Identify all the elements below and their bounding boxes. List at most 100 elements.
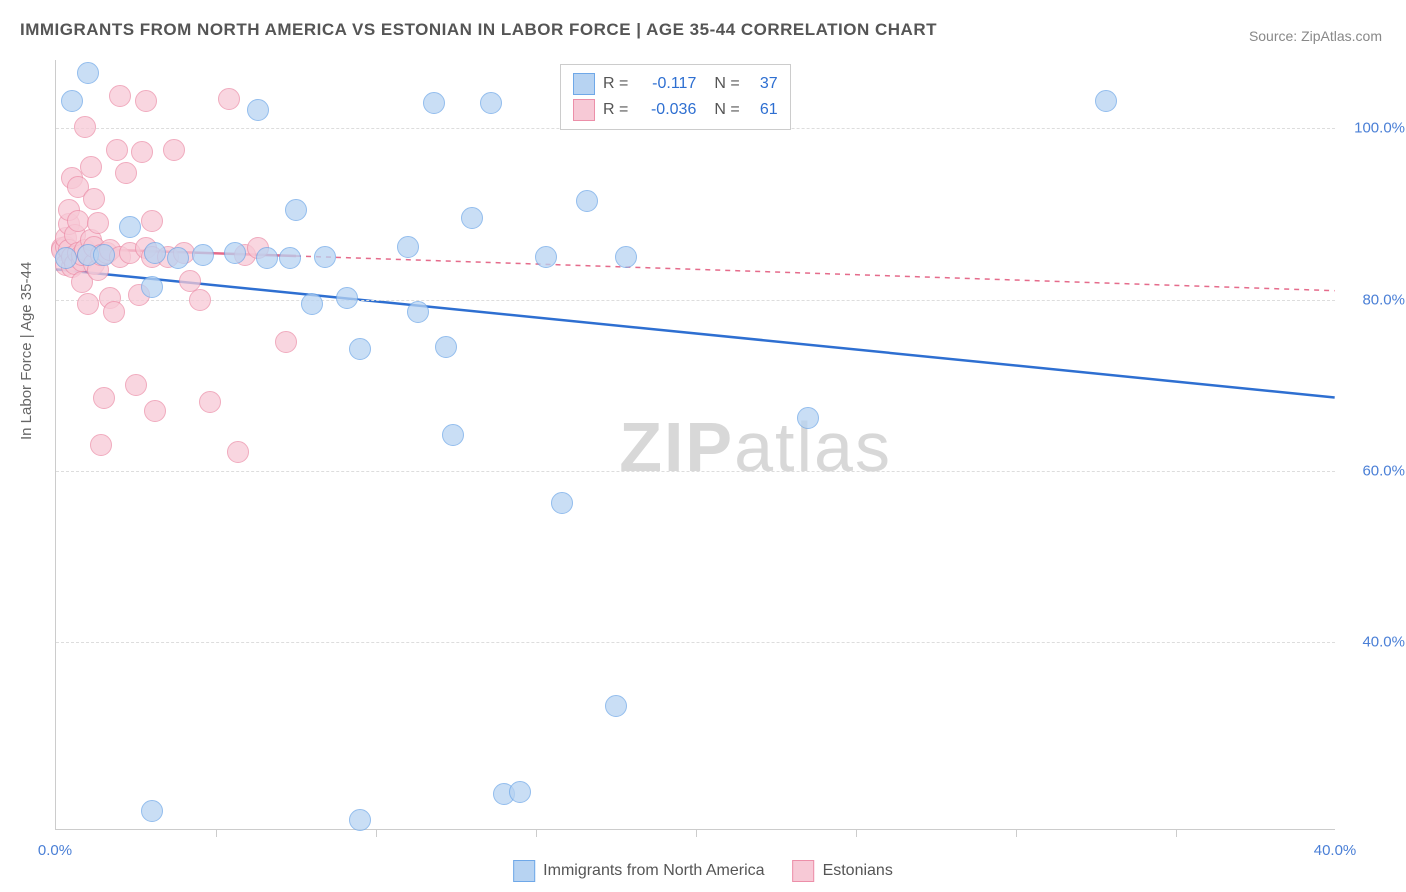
stats-box: R = -0.117 N = 37 R = -0.036 N = 61 xyxy=(560,64,791,130)
scatter-point xyxy=(144,400,166,422)
grid-line xyxy=(56,642,1335,643)
scatter-point xyxy=(87,212,109,234)
scatter-point xyxy=(247,99,269,121)
scatter-point xyxy=(77,293,99,315)
y-axis-label: In Labor Force | Age 35-44 xyxy=(18,262,35,440)
scatter-point xyxy=(227,441,249,463)
x-tick xyxy=(216,829,217,837)
scatter-point xyxy=(109,85,131,107)
scatter-point xyxy=(141,210,163,232)
scatter-point xyxy=(74,116,96,138)
x-tick xyxy=(376,829,377,837)
stats-swatch xyxy=(573,73,595,95)
stats-r-value: -0.036 xyxy=(636,101,696,119)
x-tick xyxy=(1176,829,1177,837)
scatter-point xyxy=(83,188,105,210)
scatter-point xyxy=(119,216,141,238)
x-tick xyxy=(536,829,537,837)
source-label: Source: ZipAtlas.com xyxy=(1249,28,1382,44)
scatter-point xyxy=(144,242,166,264)
scatter-point xyxy=(349,809,371,831)
scatter-point xyxy=(605,695,627,717)
scatter-point xyxy=(336,287,358,309)
scatter-point xyxy=(442,424,464,446)
watermark-bold: ZIP xyxy=(619,408,734,486)
legend-swatch xyxy=(513,860,535,882)
stats-r-label: R = xyxy=(603,101,628,119)
scatter-point xyxy=(61,90,83,112)
x-tick xyxy=(856,829,857,837)
legend-swatch xyxy=(793,860,815,882)
scatter-point xyxy=(797,407,819,429)
scatter-point xyxy=(125,374,147,396)
stats-n-value: 37 xyxy=(748,75,778,93)
scatter-point xyxy=(115,162,137,184)
trend-lines-layer xyxy=(56,60,1335,829)
scatter-point xyxy=(349,338,371,360)
scatter-point xyxy=(199,391,221,413)
trend-line-solid xyxy=(56,269,1334,397)
stats-n-value: 61 xyxy=(748,101,778,119)
legend-label: Immigrants from North America xyxy=(543,862,764,880)
scatter-point xyxy=(435,336,457,358)
stats-r-label: R = xyxy=(603,75,628,93)
stats-n-label: N = xyxy=(714,101,739,119)
legend: Immigrants from North America Estonians xyxy=(513,860,893,882)
stats-n-label: N = xyxy=(714,75,739,93)
scatter-point xyxy=(167,247,189,269)
plot-area: ZIPatlas 40.0%60.0%80.0%100.0% xyxy=(55,60,1335,830)
scatter-point xyxy=(163,139,185,161)
scatter-point xyxy=(535,246,557,268)
grid-line xyxy=(56,300,1335,301)
scatter-point xyxy=(615,246,637,268)
scatter-point xyxy=(480,92,502,114)
scatter-point xyxy=(301,293,323,315)
scatter-point xyxy=(141,800,163,822)
scatter-point xyxy=(135,90,157,112)
scatter-point xyxy=(90,434,112,456)
stats-row: R = -0.117 N = 37 xyxy=(573,71,778,97)
stats-row: R = -0.036 N = 61 xyxy=(573,97,778,123)
scatter-point xyxy=(576,190,598,212)
scatter-point xyxy=(55,247,77,269)
scatter-point xyxy=(285,199,307,221)
scatter-point xyxy=(93,387,115,409)
scatter-point xyxy=(279,247,301,269)
y-tick-label: 100.0% xyxy=(1345,120,1405,137)
trend-line-dashed xyxy=(296,256,1335,291)
y-tick-label: 40.0% xyxy=(1345,633,1405,650)
scatter-point xyxy=(461,207,483,229)
scatter-point xyxy=(551,492,573,514)
scatter-point xyxy=(218,88,240,110)
scatter-point xyxy=(106,139,128,161)
scatter-point xyxy=(103,301,125,323)
scatter-point xyxy=(192,244,214,266)
scatter-point xyxy=(189,289,211,311)
scatter-point xyxy=(1095,90,1117,112)
scatter-point xyxy=(224,242,246,264)
scatter-point xyxy=(80,156,102,178)
x-tick xyxy=(1016,829,1017,837)
x-tick-label: 40.0% xyxy=(1314,842,1357,859)
chart-title: IMMIGRANTS FROM NORTH AMERICA VS ESTONIA… xyxy=(20,20,937,40)
scatter-point xyxy=(397,236,419,258)
scatter-point xyxy=(141,276,163,298)
scatter-point xyxy=(131,141,153,163)
scatter-point xyxy=(93,244,115,266)
legend-item: Immigrants from North America xyxy=(513,860,764,882)
scatter-point xyxy=(275,331,297,353)
scatter-point xyxy=(77,62,99,84)
y-tick-label: 80.0% xyxy=(1345,291,1405,308)
grid-line xyxy=(56,471,1335,472)
scatter-point xyxy=(314,246,336,268)
stats-r-value: -0.117 xyxy=(636,75,696,93)
scatter-point xyxy=(509,781,531,803)
legend-item: Estonians xyxy=(793,860,893,882)
x-tick-label: 0.0% xyxy=(38,842,72,859)
watermark: ZIPatlas xyxy=(619,407,892,487)
scatter-point xyxy=(423,92,445,114)
scatter-point xyxy=(256,247,278,269)
y-tick-label: 60.0% xyxy=(1345,462,1405,479)
legend-label: Estonians xyxy=(823,862,893,880)
stats-swatch xyxy=(573,99,595,121)
